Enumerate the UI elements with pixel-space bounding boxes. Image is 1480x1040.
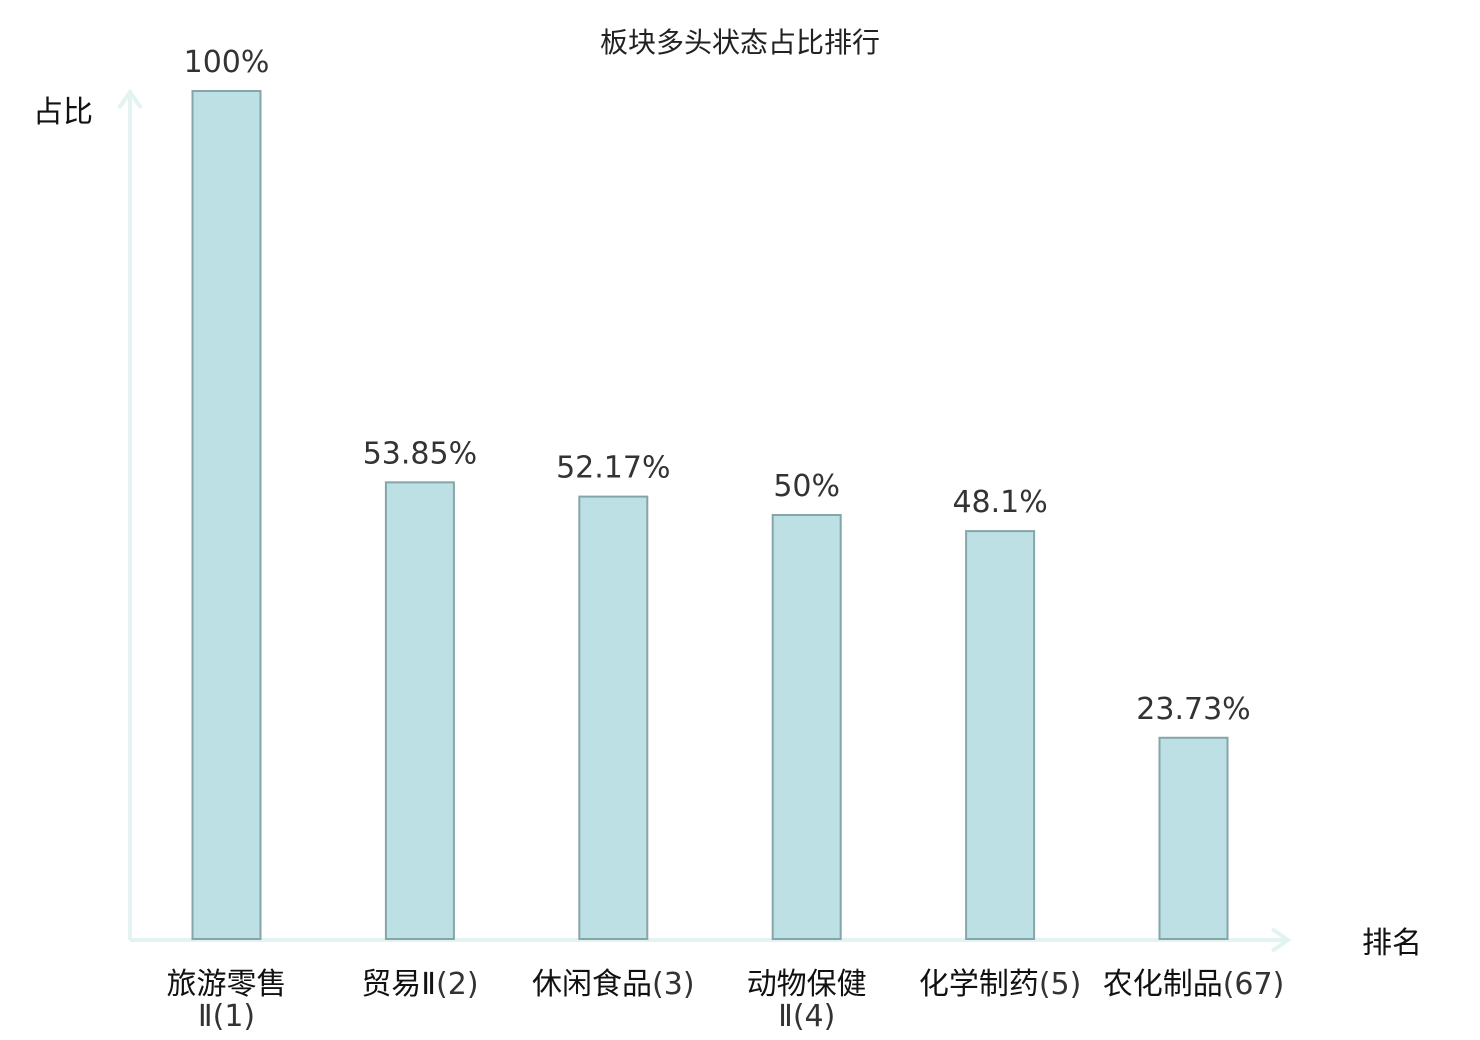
bar-series bbox=[191, 90, 1229, 940]
category-rank: (4) bbox=[793, 999, 836, 1034]
data-label: 100% bbox=[184, 45, 270, 80]
y-axis-label: 占比 bbox=[33, 95, 93, 130]
category-name-suffix: Ⅱ bbox=[778, 999, 793, 1034]
x-tick-label: 休闲食品(3) bbox=[532, 967, 695, 1002]
data-label: 23.73% bbox=[1136, 692, 1250, 727]
bar bbox=[578, 495, 649, 940]
y-axis bbox=[117, 88, 143, 940]
category-name: 动物保健 bbox=[747, 967, 867, 1002]
value-labels: 100% 53.85% 52.17% 50% 48.1% 23.73% bbox=[184, 45, 1251, 727]
category-rank: (1) bbox=[213, 999, 256, 1034]
category-name: 休闲食品 bbox=[532, 967, 652, 1002]
bar bbox=[1158, 736, 1229, 940]
x-tick-label: 化学制药(5) bbox=[919, 967, 1082, 1002]
x-tick-label: 贸易Ⅱ(2) bbox=[361, 967, 478, 1002]
y-axis-arrow bbox=[117, 88, 143, 110]
category-rank: (67) bbox=[1223, 967, 1285, 1002]
category-name: 化学制药 bbox=[919, 967, 1039, 1002]
data-label: 48.1% bbox=[952, 485, 1047, 520]
chart-title: 板块多头状态占比排行 bbox=[600, 26, 880, 59]
bar bbox=[771, 514, 842, 940]
category-rank: (5) bbox=[1039, 967, 1082, 1002]
x-tick-label: 旅游零售 Ⅱ(1) bbox=[167, 967, 287, 1034]
x-tick-label: 动物保健 Ⅱ(4) bbox=[747, 967, 867, 1034]
category-name-suffix: Ⅱ bbox=[198, 999, 213, 1034]
data-label: 52.17% bbox=[556, 451, 670, 486]
category-name: 旅游零售 bbox=[167, 967, 287, 1002]
category-name: 农化制品 bbox=[1103, 967, 1223, 1002]
category-rank: (3) bbox=[652, 967, 695, 1002]
category-labels: 旅游零售 Ⅱ(1)贸易Ⅱ(2) 休闲食品(3) 动物保健 Ⅱ(4)化学制药(5) 农化制品… bbox=[167, 967, 1285, 1034]
data-label: 53.85% bbox=[363, 436, 477, 471]
x-axis-label: 排名 bbox=[1362, 926, 1422, 961]
bar bbox=[191, 90, 262, 940]
category-second-line: Ⅱ(4) bbox=[778, 999, 835, 1034]
x-tick-label: 农化制品(67) bbox=[1103, 967, 1285, 1002]
category-rank: (2) bbox=[436, 967, 479, 1002]
category-second-line: Ⅱ(1) bbox=[198, 999, 255, 1034]
bar bbox=[965, 530, 1036, 940]
x-axis-arrow bbox=[1270, 927, 1292, 953]
bar bbox=[384, 481, 455, 940]
x-axis bbox=[130, 927, 1292, 953]
category-name: 贸易Ⅱ bbox=[361, 967, 436, 1002]
data-label: 50% bbox=[773, 469, 840, 504]
